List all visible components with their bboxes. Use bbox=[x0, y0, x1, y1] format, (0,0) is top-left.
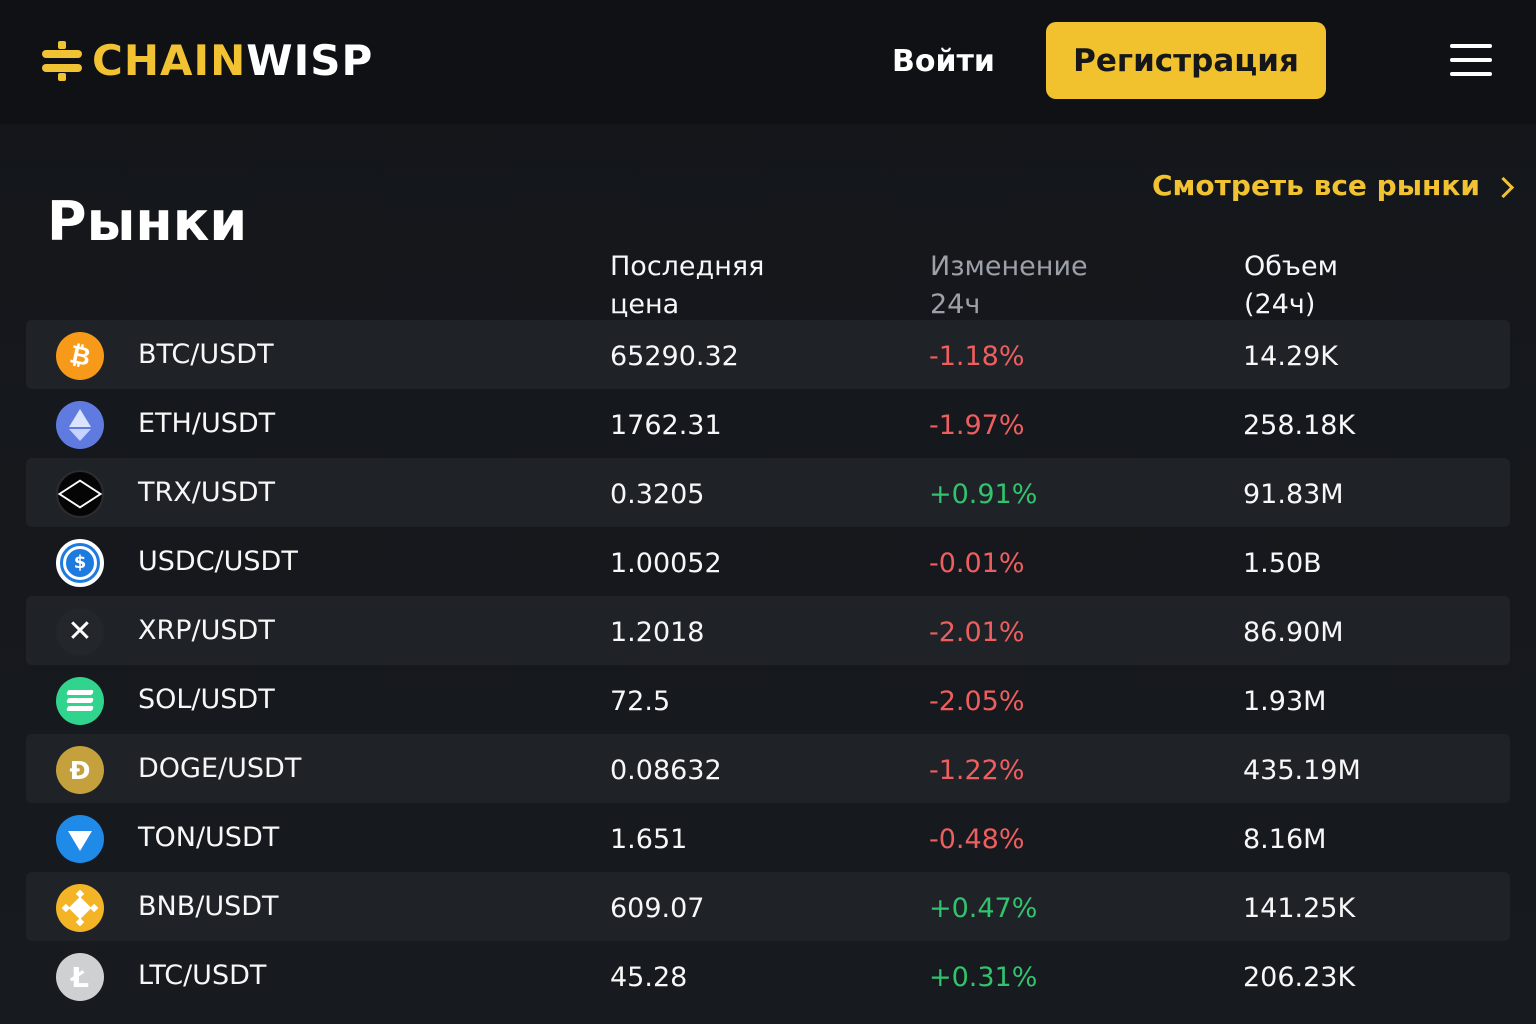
dogecoin-icon: Ð bbox=[56, 746, 104, 794]
volume-24h-header: Объем (24ч) bbox=[1244, 251, 1338, 320]
last-price-value: 1762.31 bbox=[610, 410, 722, 441]
register-button[interactable]: Регистрация bbox=[1046, 22, 1326, 99]
view-all-markets-label: Смотреть все рынки bbox=[1152, 169, 1481, 202]
volume-value: 1.93M bbox=[1243, 686, 1327, 717]
litecoin-icon: Ł bbox=[56, 953, 104, 1001]
table-row[interactable]: SOL/USDT 72.5 -2.05% 1.93M bbox=[26, 665, 1510, 734]
volume-value: 14.29K bbox=[1243, 341, 1339, 372]
xrp-icon: ✕ bbox=[56, 608, 104, 656]
pair-label: SOL/USDT bbox=[138, 684, 275, 715]
ethereum-icon bbox=[56, 401, 104, 449]
last-price-header: Последняя цена bbox=[610, 251, 765, 320]
chainwisp-logo-icon bbox=[42, 41, 82, 81]
change-value: -1.97% bbox=[929, 410, 1025, 441]
pair-label: ETH/USDT bbox=[138, 408, 276, 439]
login-link[interactable]: Войти bbox=[892, 44, 995, 79]
change-value: -1.18% bbox=[929, 341, 1025, 372]
table-row[interactable]: Ð DOGE/USDT 0.08632 -1.22% 435.19M bbox=[26, 734, 1510, 803]
last-price-value: 0.08632 bbox=[610, 755, 722, 786]
markets-title: Рынки bbox=[47, 190, 248, 254]
pair-label: TRX/USDT bbox=[138, 477, 276, 508]
pair-label: DOGE/USDT bbox=[138, 753, 302, 784]
logo-text: CHAINWISP bbox=[92, 36, 374, 85]
volume-value: 435.19M bbox=[1243, 755, 1361, 786]
table-row[interactable]: ETH/USDT 1762.31 -1.97% 258.18K bbox=[26, 389, 1510, 458]
toncoin-icon bbox=[56, 815, 104, 863]
last-price-value: 0.3205 bbox=[610, 479, 705, 510]
volume-value: 1.50B bbox=[1243, 548, 1322, 579]
table-row[interactable]: Ł LTC/USDT 45.28 +0.31% 206.23K bbox=[26, 941, 1510, 1010]
pair-label: BNB/USDT bbox=[138, 891, 279, 922]
table-row[interactable]: BNB/USDT 609.07 +0.47% 141.25K bbox=[26, 872, 1510, 941]
change-value: -2.01% bbox=[929, 617, 1025, 648]
change-value: -1.22% bbox=[929, 755, 1025, 786]
market-table-header: Последняя цена Изменение 24ч Объем (24ч) bbox=[0, 230, 1536, 320]
pair-label: XRP/USDT bbox=[138, 615, 275, 646]
last-price-value: 65290.32 bbox=[610, 341, 739, 372]
volume-value: 8.16M bbox=[1243, 824, 1327, 855]
pair-label: USDC/USDT bbox=[138, 546, 298, 577]
volume-value: 206.23K bbox=[1243, 962, 1356, 993]
table-row[interactable]: ✕ XRP/USDT 1.2018 -2.01% 86.90M bbox=[26, 596, 1510, 665]
table-row[interactable]: TRX/USDT 0.3205 +0.91% 91.83M bbox=[26, 458, 1510, 527]
change-value: -0.01% bbox=[929, 548, 1025, 579]
table-row[interactable]: $ USDC/USDT 1.00052 -0.01% 1.50B bbox=[26, 527, 1510, 596]
table-row[interactable]: ₿ BTC/USDT 65290.32 -1.18% 14.29K bbox=[26, 320, 1510, 389]
hamburger-menu-icon[interactable] bbox=[1448, 40, 1494, 82]
solana-icon bbox=[56, 677, 104, 725]
volume-value: 86.90M bbox=[1243, 617, 1344, 648]
chevron-right-icon bbox=[1492, 176, 1515, 198]
change-value: +0.47% bbox=[929, 893, 1038, 924]
last-price-value: 72.5 bbox=[610, 686, 671, 717]
pair-label: BTC/USDT bbox=[138, 339, 274, 370]
chainwisp-logo[interactable]: CHAINWISP bbox=[42, 40, 373, 82]
tron-icon bbox=[56, 470, 104, 518]
view-all-markets-link[interactable]: Смотреть все рынки bbox=[1152, 166, 1515, 206]
top-navigation: CHAINWISP Войти Регистрация bbox=[0, 0, 1536, 124]
change-value: -2.05% bbox=[929, 686, 1025, 717]
volume-value: 141.25K bbox=[1243, 893, 1356, 924]
last-price-value: 609.07 bbox=[610, 893, 705, 924]
last-price-value: 1.00052 bbox=[610, 548, 722, 579]
change-24h-header: Изменение 24ч bbox=[930, 251, 1088, 320]
change-value: -0.48% bbox=[929, 824, 1025, 855]
change-value: +0.91% bbox=[929, 479, 1038, 510]
bitcoin-icon: ₿ bbox=[56, 332, 104, 380]
last-price-value: 45.28 bbox=[610, 962, 688, 993]
last-price-value: 1.651 bbox=[610, 824, 688, 855]
change-value: +0.31% bbox=[929, 962, 1038, 993]
market-table: ₿ BTC/USDT 65290.32 -1.18% 14.29K ETH/US… bbox=[26, 320, 1510, 1010]
usd-coin-icon: $ bbox=[56, 539, 104, 587]
bnb-icon bbox=[56, 884, 104, 932]
last-price-value: 1.2018 bbox=[610, 617, 705, 648]
pair-label: TON/USDT bbox=[138, 822, 280, 853]
volume-value: 91.83M bbox=[1243, 479, 1344, 510]
table-row[interactable]: TON/USDT 1.651 -0.48% 8.16M bbox=[26, 803, 1510, 872]
pair-label: LTC/USDT bbox=[138, 960, 267, 991]
volume-value: 258.18K bbox=[1243, 410, 1356, 441]
